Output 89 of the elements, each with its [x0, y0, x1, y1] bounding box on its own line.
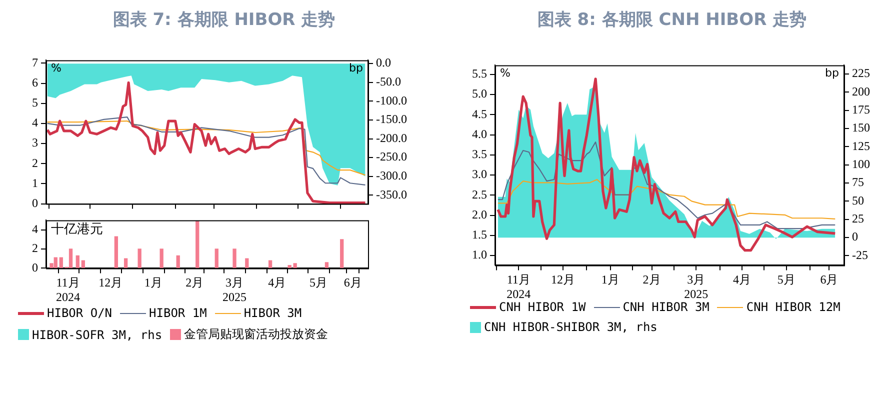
y-tick-label: 2 [32, 241, 38, 256]
y-tick-label: 4 [32, 222, 38, 236]
x-tick-label: 5月 [309, 276, 328, 290]
bar [68, 248, 73, 268]
y-axis-title: % [51, 62, 62, 75]
chart-title: 图表 8: 各期限 CNH HIBOR 走势 [536, 9, 808, 31]
bar [196, 220, 200, 268]
bar [76, 255, 80, 268]
y2-tick-label: -25 [852, 248, 868, 262]
y2-axis-title: bp [349, 62, 364, 75]
y2-tick-label: 125 [852, 138, 870, 153]
y-tick-label: 5.5 [472, 66, 487, 81]
y-tick-label: 7 [32, 55, 38, 70]
legend-label: HIBOR 1M [149, 306, 207, 320]
y-axis-title: % [500, 66, 510, 80]
y-tick-label: 3.5 [472, 147, 487, 162]
chart-title: 图表 7: 各期限 HIBOR 走势 [112, 9, 336, 31]
y-tick-label: 3 [32, 136, 38, 150]
y2-tick-label: 0.0 [376, 56, 391, 70]
bar [138, 248, 142, 268]
y-tick-label: 2.0 [472, 207, 487, 222]
y2-tick-label: -200.0 [376, 130, 407, 145]
y2-tick-label: -100.0 [376, 93, 407, 108]
x-tick-label: 6月 [820, 272, 838, 287]
y-tick-label: 4.0 [472, 126, 487, 141]
y2-tick-label: 175 [852, 102, 870, 116]
legend-label: HIBOR-SOFR 3M, rhs [32, 328, 162, 342]
y2-tick-label: -300.0 [376, 168, 407, 183]
y-tick-label: 0 [32, 196, 38, 210]
y-tick-label: 1.0 [472, 248, 487, 262]
x-tick-label: 1月 [144, 276, 162, 290]
bar [340, 239, 344, 268]
x-tick-label: 12月 [551, 272, 576, 287]
x-tick-label: 2月 [186, 276, 204, 290]
legend-label: HIBOR 3M [244, 306, 302, 320]
x-tick-label: 5月 [777, 272, 796, 287]
bar [214, 248, 218, 268]
bar [81, 260, 85, 268]
y-tick-label: 5 [32, 96, 38, 110]
y2-tick-label: 0 [852, 230, 858, 244]
y-tick-label: 4.5 [472, 106, 487, 121]
bar [232, 248, 236, 268]
legend-label: HIBOR O/N [47, 306, 112, 320]
y-tick-label: 4 [32, 116, 38, 130]
y2-tick-label: 25 [852, 212, 864, 226]
y-tick-label: 2.5 [472, 187, 487, 202]
legend-label: CNH HIBOR-SHIBOR 3M, rhs [484, 320, 658, 334]
y2-tick-label: 150 [852, 120, 870, 135]
y-tick-label: 3.0 [472, 167, 487, 182]
bar [176, 255, 180, 268]
y-tick-label: 1 [32, 176, 38, 190]
y-tick-label: 2 [32, 156, 38, 170]
x-tick-label: 3月 2025 [222, 276, 247, 304]
y-axis-title: 十亿港元 [51, 222, 103, 238]
y2-tick-label: -50.0 [376, 74, 401, 89]
bar [59, 257, 63, 268]
bar [54, 257, 58, 268]
bar [160, 248, 164, 268]
x-tick-label: 2月 [642, 272, 661, 287]
y2-tick-label: 50 [852, 193, 864, 208]
bar [268, 260, 272, 268]
y2-tick-label: -150.0 [376, 112, 407, 126]
x-tick-label: 1月 [601, 272, 620, 287]
y2-tick-label: 100 [852, 156, 870, 171]
legend-label: 金管局贴现窗活动投放资金 [184, 326, 328, 343]
legend-label: CNH HIBOR 12M [746, 300, 840, 314]
y2-tick-label: -250.0 [376, 150, 407, 164]
y2-tick-label: -350.0 [376, 187, 407, 202]
legend-label: CNH HIBOR 1W [499, 300, 586, 314]
bar [324, 262, 329, 268]
y-tick-label: 6 [32, 75, 38, 90]
x-tick-label: 3月 2025 [684, 272, 708, 301]
y2-tick-label: 75 [852, 175, 864, 190]
y-tick-label: 1.5 [472, 228, 487, 242]
x-tick-label: 11月 2024 [56, 276, 80, 304]
y2-tick-label: 225 [852, 66, 870, 80]
x-tick-label: 12月 [98, 276, 123, 290]
y2-axis-title: bp [825, 66, 840, 80]
x-tick-label: 4月 [732, 272, 751, 287]
y-tick-label: 5.0 [472, 86, 487, 101]
bar [114, 236, 118, 268]
y-tick-label: 0 [32, 260, 38, 274]
x-tick-label: 6月 [344, 276, 362, 290]
bar [124, 258, 128, 268]
bar [245, 258, 249, 268]
x-tick-label: 4月 [268, 276, 286, 290]
x-tick-label: 11月 2024 [506, 272, 531, 301]
y2-tick-label: 200 [852, 84, 870, 98]
legend-label: CNH HIBOR 3M [622, 300, 710, 314]
